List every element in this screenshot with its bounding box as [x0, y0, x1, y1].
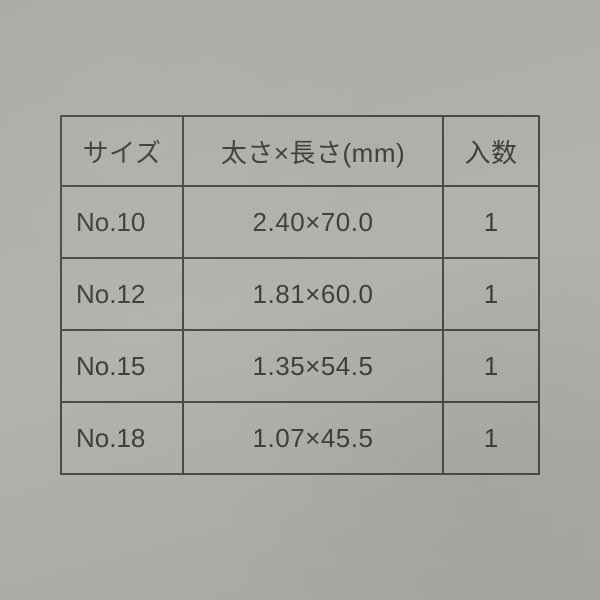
cell-quantity: 1	[443, 186, 539, 258]
table-row: No.10 2.40×70.0 1	[61, 186, 539, 258]
cell-dimensions: 1.81×60.0	[183, 258, 443, 330]
col-header-size: サイズ	[61, 116, 183, 186]
table-row: No.15 1.35×54.5 1	[61, 330, 539, 402]
cell-size: No.15	[61, 330, 183, 402]
cell-dimensions: 1.35×54.5	[183, 330, 443, 402]
table-row: No.18 1.07×45.5 1	[61, 402, 539, 474]
cell-dimensions: 1.07×45.5	[183, 402, 443, 474]
paper-background: サイズ 太さ×長さ(mm) 入数 No.10 2.40×70.0 1 No.12…	[0, 0, 600, 600]
cell-size: No.12	[61, 258, 183, 330]
cell-size: No.10	[61, 186, 183, 258]
cell-size: No.18	[61, 402, 183, 474]
table-header-row: サイズ 太さ×長さ(mm) 入数	[61, 116, 539, 186]
cell-quantity: 1	[443, 402, 539, 474]
table-row: No.12 1.81×60.0 1	[61, 258, 539, 330]
cell-dimensions: 2.40×70.0	[183, 186, 443, 258]
spec-table: サイズ 太さ×長さ(mm) 入数 No.10 2.40×70.0 1 No.12…	[60, 115, 540, 475]
col-header-dimensions: 太さ×長さ(mm)	[183, 116, 443, 186]
cell-quantity: 1	[443, 258, 539, 330]
col-header-quantity: 入数	[443, 116, 539, 186]
cell-quantity: 1	[443, 330, 539, 402]
